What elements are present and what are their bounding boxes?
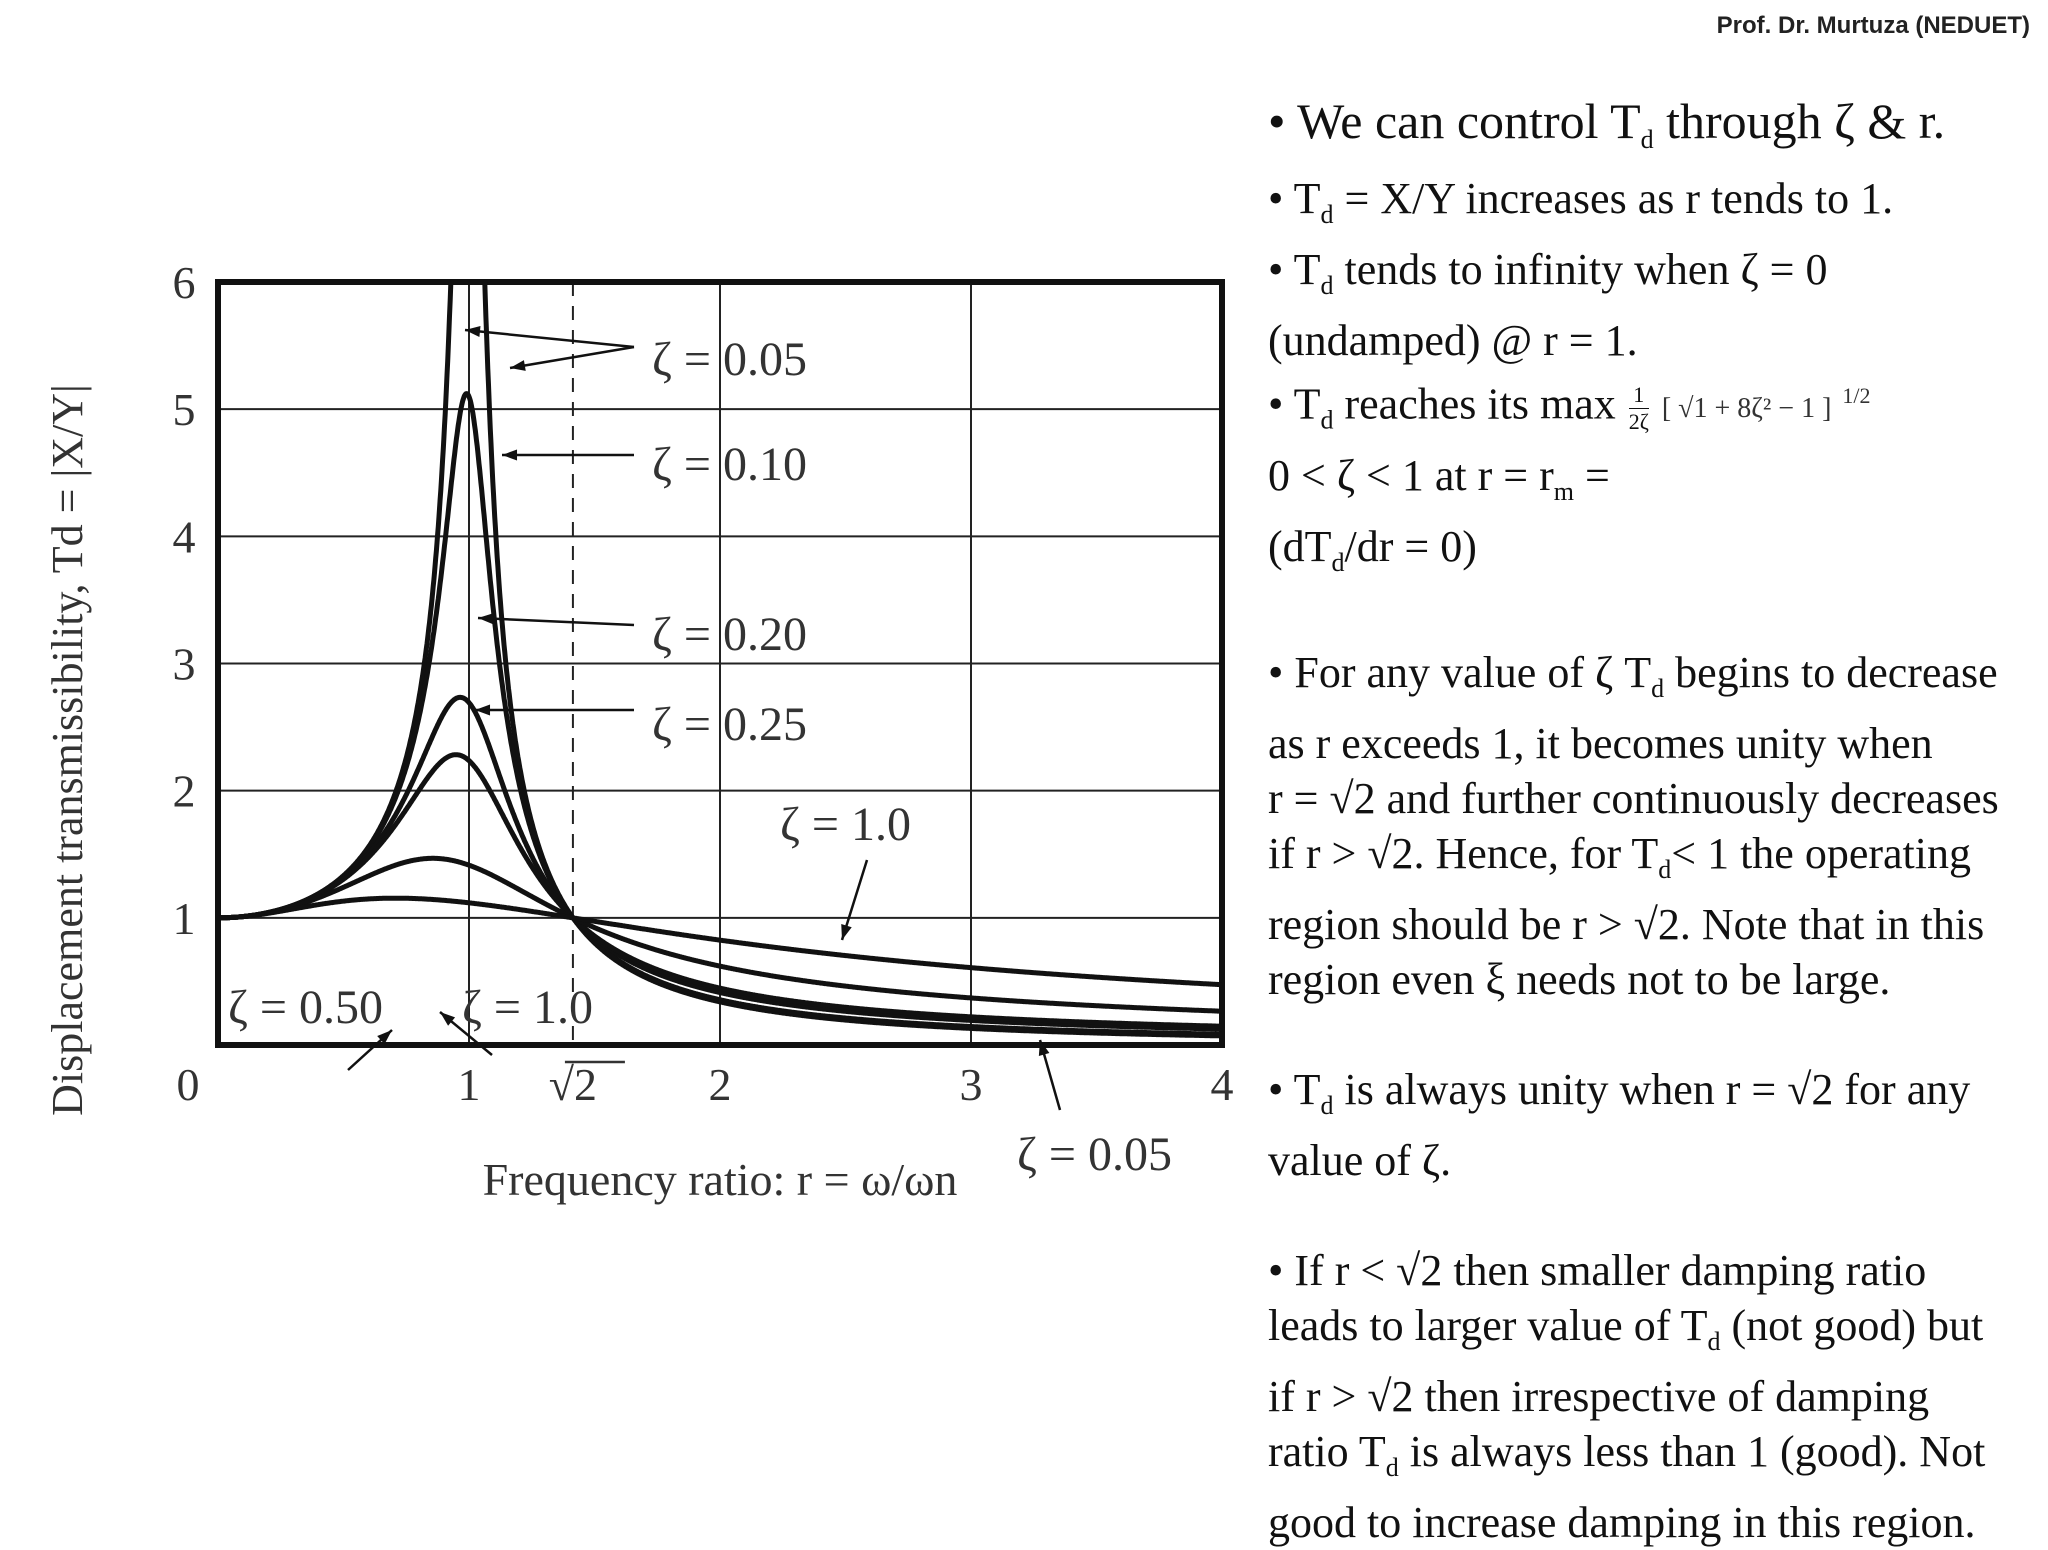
series-line-zeta-1 [218,895,1222,988]
chart-annotations: ζ = 0.05 ζ = 0.10 ζ = 0.20 ζ = 0.25 ζ = 1.0 ζ… [228,326,1172,1181]
zeta-annotation-label: ζ = 0.10 [652,438,807,491]
transmissibility-chart: Displacement transmissibility, Td = |X/Y… [43,257,1234,1205]
bullet-5-l3: r = √2 and further continuously decrease… [1268,773,1999,823]
zeta-annotation-label: ζ = 1.0 [780,798,911,851]
bullet-7-l2: leads to larger value of Td (not good) b… [1268,1300,1984,1356]
bullet-7-l4: ratio Td is always less than 1 (good). N… [1268,1426,1986,1482]
annotation-arrowhead [475,704,491,716]
series-line-zeta-0_1 [218,391,1222,1037]
bullet-7-l3: if r > √2 then irrespective of damping [1268,1371,1930,1421]
header-credit: Prof. Dr. Murtuza (NEDUET) [1716,12,2030,39]
series-line-zeta-0_25 [218,752,1222,1029]
bullet-text: • We can control Td through ζ & r. • Td … [1268,90,2048,1550]
x-tick-label: √2 [549,1059,597,1110]
rm-fraction: 1 2ζ [1628,382,1649,435]
bullet-5-l6: region even ξ needs not to be large. [1268,954,1891,1004]
bullet-5-l2: as r exceeds 1, it becomes unity when [1268,718,1933,768]
bullet-2: • Td = X/Y increases as r tends to 1. [1268,174,1894,229]
x-tick-label: 2 [709,1059,732,1110]
bullet-3-cont: (undamped) @ r = 1. [1268,316,1638,365]
annotation-arrowhead [465,326,481,337]
bullet-6-l2: value of ζ. [1268,1135,1452,1185]
annotation-arrowhead [478,613,494,625]
y-tick-label: 6 [173,257,196,308]
x-tick-label: 4 [1211,1059,1234,1110]
series-line-zeta-0_2 [218,694,1222,1032]
zeta-annotation-label: ζ = 0.50 [228,981,383,1034]
bullet-3: • Td tends to infinity when ζ = 0 [1268,245,1828,300]
annotation-leader-line [464,328,635,349]
chart-grid [215,279,1225,1048]
zeta-annotation-label: ζ = 1.0 [462,981,593,1034]
bullet-6: • Td is always unity when r = √2 for any [1268,1064,1971,1120]
y-tick-label: 2 [173,766,196,817]
annotation-arrowhead [1038,1040,1050,1056]
y-tick-label: 5 [173,384,196,435]
x-tick-label: 1 [458,1059,481,1110]
y-tick-label: 4 [173,511,196,562]
bullet-4: • Td reaches its max 1 2ζ [ √1 + 8ζ² − 1 … [1268,379,1871,435]
plot-border [215,279,1225,1048]
annotation-arrowhead [502,449,518,461]
annotation-arrowhead [440,1012,456,1026]
annotation-arrowhead [841,924,852,940]
x-tick-label: 3 [960,1059,983,1110]
rm-formula: [ √1 + 8ζ² − 1 ] [1661,393,1832,425]
annotation-arrowhead [510,360,526,371]
bullet-5: • For any value of ζ Td begins to decrea… [1268,647,1998,703]
x-tick-label: 0 [177,1059,200,1110]
y-tick-label: 3 [173,639,196,690]
zeta-annotation-label: ζ = 0.05 [652,333,807,386]
bullet-1: • We can control Td through ζ & r. [1268,93,1946,154]
y-tick-label: 1 [173,893,196,944]
bullet-4-cont2: (dTd/dr = 0) [1268,521,1477,577]
bullet-5-l5: region should be r > √2. Note that in th… [1268,899,1985,949]
x-axis-label: Frequency ratio: r = ω/ωn [483,1154,958,1205]
zeta-annotation-label: ζ = 0.25 [652,698,807,751]
annotation-arrowhead [377,1030,392,1045]
y-axis-label: Displacement transmissibility, Td = |X/Y… [43,384,92,1116]
bullet-5-l4: if r > √2. Hence, for Td< 1 the operatin… [1268,828,1971,884]
annotation-leader-line [477,616,635,627]
bullet-7: • If r < √2 then smaller damping ratio [1268,1245,1927,1295]
chart-series-group [218,282,1222,1039]
y-axis-title: Displacement transmissibility, Td = |X/Y… [43,384,92,1116]
annotation-leader-line [509,345,635,370]
zeta-annotation-label: ζ = 0.20 [652,608,807,661]
chart-ticks: 0 1 √2 2 3 4 1 2 3 4 5 6 [173,257,1234,1110]
series-line-zeta-0_5 [218,855,1222,1014]
zeta-annotation-label: ζ = 0.05 [1017,1128,1172,1181]
bullet-7-l5: good to increase damping in this region. [1268,1497,1976,1547]
bullet-4-cont: 0 < ζ < 1 at r = rm = [1268,450,1610,506]
